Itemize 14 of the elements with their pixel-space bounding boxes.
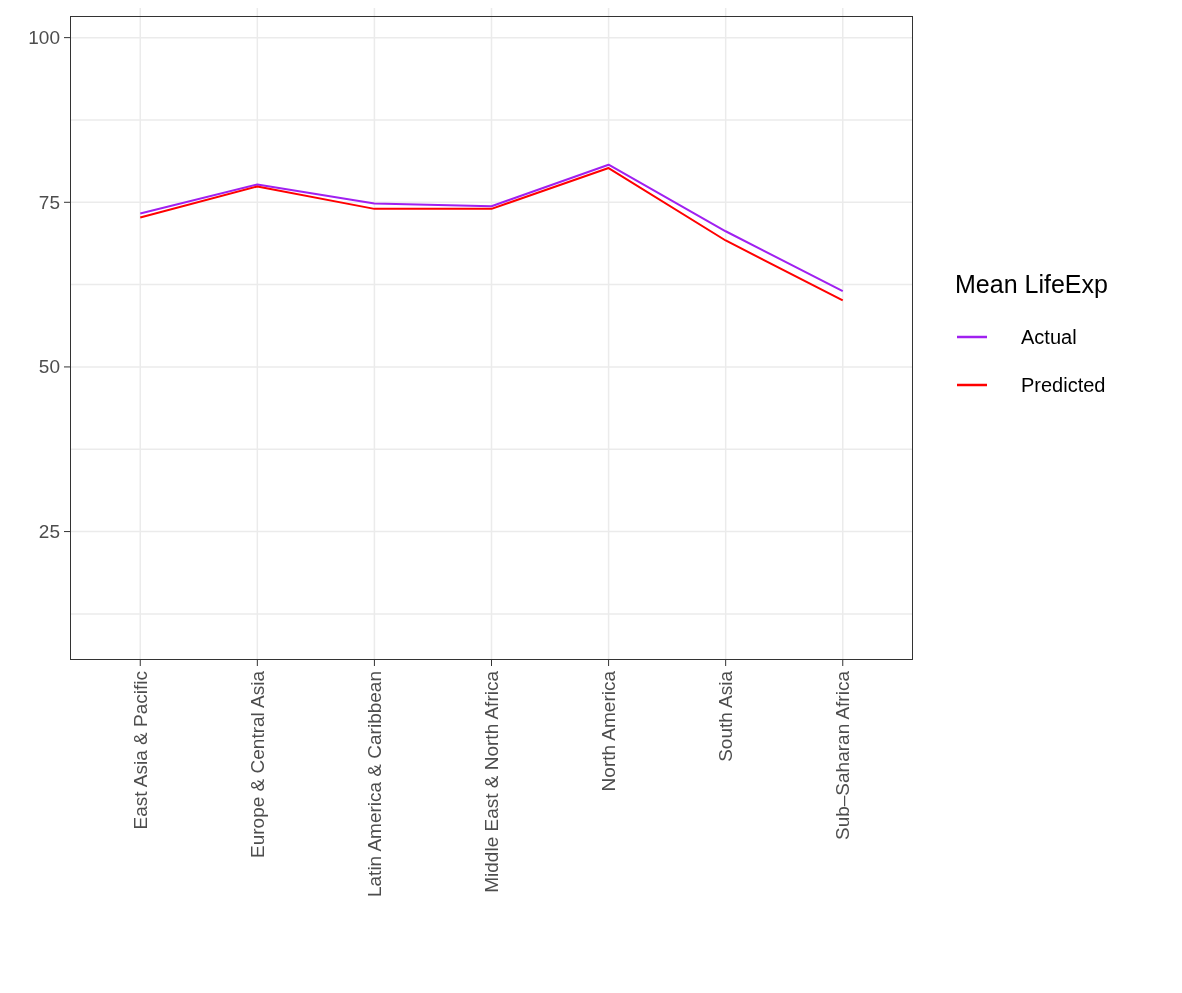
x-tick-label: East Asia & Pacific [129,671,151,830]
x-tick-label: Europe & Central Asia [246,670,268,858]
legend-label: Actual [1021,325,1077,349]
legend-label: Predicted [1021,373,1106,397]
legend-title: Mean LifeExp [955,270,1108,299]
y-tick-label: 50 [38,356,60,378]
x-tick-label: Middle East & North Africa [481,670,502,893]
y-tick-label: 75 [38,191,60,213]
x-tick-label: Latin America & Caribbean [363,671,385,898]
x-tick-label: North America [598,670,620,792]
y-tick-label: 100 [28,27,60,49]
x-tick-label: South Asia [715,670,737,762]
y-tick-label: 25 [38,521,60,543]
x-tick-label: Sub–Saharan Africa [832,670,854,841]
